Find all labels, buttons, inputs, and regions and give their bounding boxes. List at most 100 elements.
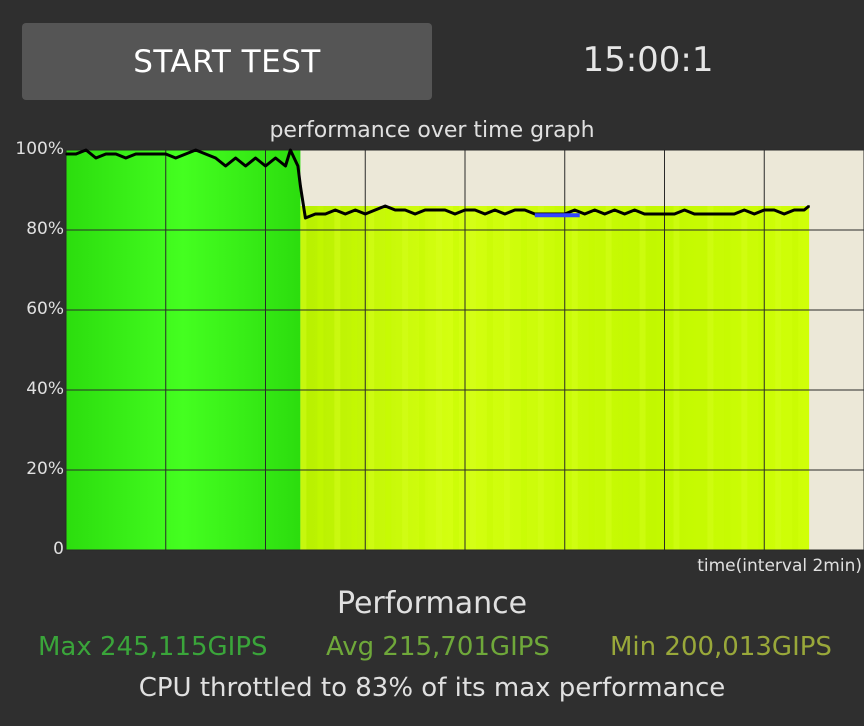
data-point (244, 165, 247, 167)
area-stripe (368, 206, 375, 550)
data-point (573, 209, 576, 211)
data-point (713, 213, 716, 215)
area-stripe (300, 206, 307, 550)
data-point (75, 153, 77, 155)
data-point (444, 209, 446, 211)
y-tick-label: 40% (26, 379, 64, 399)
y-tick-label: 0 (53, 539, 64, 559)
data-point (95, 157, 97, 159)
data-point (643, 213, 646, 215)
area-stripe (402, 206, 409, 550)
data-point (297, 165, 299, 167)
data-point (753, 213, 756, 215)
data-point (504, 213, 506, 215)
y-tick-label: 60% (26, 299, 64, 319)
data-point (593, 209, 596, 211)
y-tick-label: 100% (15, 139, 64, 159)
start-test-button[interactable]: START TEST (22, 23, 432, 100)
data-point (299, 185, 302, 187)
data-point (85, 149, 87, 151)
area-stripe (385, 206, 392, 550)
data-point (733, 213, 736, 215)
data-point (783, 213, 785, 215)
unthrottled-area (66, 150, 301, 550)
area-stripe (436, 206, 443, 550)
data-point (314, 213, 317, 215)
data-point (464, 209, 466, 211)
area-stripe (554, 206, 561, 550)
data-point (289, 149, 292, 151)
area-stripe (334, 206, 341, 550)
y-tick-label: 80% (26, 219, 64, 239)
data-point (164, 153, 167, 155)
max-performance: Max 245,115GIPS (38, 632, 268, 662)
data-point (394, 209, 396, 211)
data-point (154, 153, 157, 155)
area-stripe (317, 206, 324, 550)
data-point (613, 209, 616, 211)
data-point (514, 209, 516, 211)
data-point (234, 157, 237, 159)
area-stripe (622, 206, 629, 550)
data-point (184, 153, 187, 155)
area-stripe (351, 206, 358, 550)
data-point (803, 209, 805, 211)
data-point (214, 157, 217, 159)
data-point (663, 213, 666, 215)
throttle-summary: CPU throttled to 83% of its max performa… (138, 673, 726, 703)
area-stripe (503, 206, 510, 550)
x-axis-label: time(interval 2min) (697, 556, 862, 576)
data-point (743, 209, 746, 211)
data-point (603, 213, 606, 215)
data-point (65, 153, 67, 155)
y-tick-label: 20% (26, 459, 64, 479)
data-point (204, 153, 207, 155)
data-point (264, 165, 267, 167)
performance-line (66, 148, 811, 220)
data-point (304, 217, 307, 219)
data-point (723, 213, 726, 215)
area-stripe (690, 206, 697, 550)
data-point (434, 209, 436, 211)
area-stripe (707, 206, 714, 550)
area-stripe (537, 206, 544, 550)
data-point (633, 209, 636, 211)
min-performance: Min 200,013GIPS (610, 632, 832, 662)
data-point (374, 209, 377, 211)
data-point (703, 213, 706, 215)
area-stripe (741, 206, 748, 550)
data-point (673, 213, 676, 215)
graph-title: performance over time graph (269, 118, 595, 143)
data-point (105, 153, 107, 155)
area-stripe (419, 206, 426, 550)
data-point (524, 209, 526, 211)
data-point (284, 165, 287, 167)
area-stripe (673, 206, 680, 550)
area-stripe (520, 206, 527, 550)
performance-title: Performance (336, 586, 528, 621)
area-stripe (656, 206, 663, 550)
data-point (224, 165, 227, 167)
data-point (454, 213, 456, 215)
data-point (773, 209, 776, 211)
data-point (135, 153, 137, 155)
throttled-area (300, 206, 810, 550)
data-point (364, 213, 367, 215)
data-point (494, 209, 496, 211)
avg-performance: Avg 215,701GIPS (326, 632, 550, 662)
data-point (274, 157, 277, 159)
data-point (324, 213, 327, 215)
data-point (194, 149, 197, 151)
area-stripe (486, 206, 493, 550)
data-point (414, 213, 416, 215)
data-point (424, 209, 426, 211)
test-timer: 15:00:1 (582, 40, 714, 80)
data-point (653, 213, 656, 215)
area-stripe (469, 206, 476, 550)
area-stripe (639, 206, 646, 550)
data-point (174, 157, 177, 159)
data-point (793, 209, 795, 211)
data-point (404, 209, 406, 211)
data-point (384, 205, 387, 207)
